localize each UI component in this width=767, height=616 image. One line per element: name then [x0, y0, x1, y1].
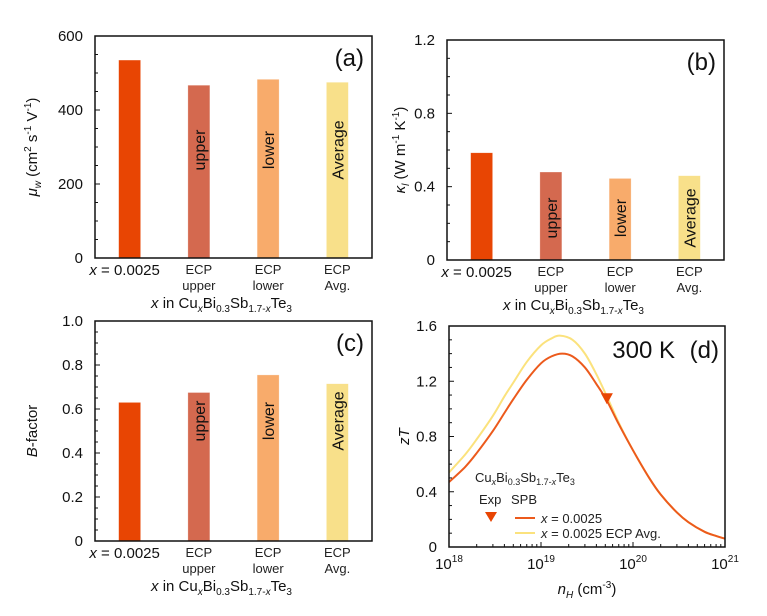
bar-text-3: Average — [330, 391, 347, 450]
category-label-2-line-1: lower — [253, 561, 285, 576]
y-tick-label: 0.4 — [416, 484, 437, 501]
category-label-1-line-0: ECP — [186, 545, 213, 560]
y-axis-title: μw (cm2 s-1 V-1) — [23, 98, 44, 198]
category-label-3-line-0: ECP — [324, 545, 351, 560]
category-label-1-line-1: upper — [534, 280, 568, 295]
legend-col-exp: Exp — [479, 492, 501, 507]
bar-text-1: upper — [192, 400, 209, 442]
panel-c: x = 0.0025upperECPupperlowerECPlowerAver… — [24, 313, 373, 598]
x-tick-label: 1018 — [435, 554, 463, 573]
y-tick-label: 1.6 — [416, 318, 437, 335]
category-label-3-line-1: Avg. — [324, 278, 350, 293]
bar-0 — [118, 402, 141, 542]
category-label-2-line-0: ECP — [607, 264, 634, 279]
category-label-0: x = 0.0025 — [88, 262, 159, 279]
x-axis-title: nH (cm-3) — [558, 580, 617, 601]
panel-d: 0 0.4 0.8 1.2 1.6 1018 1019 1020 1021 300 K (d) nH … — [396, 318, 739, 601]
y-axis-title: zT — [396, 426, 413, 446]
category-label-1-line-1: upper — [182, 278, 216, 293]
category-label-2-line-1: lower — [253, 278, 285, 293]
y-tick-label: 600 — [58, 28, 83, 45]
bar-text-3: Average — [330, 120, 347, 179]
bar-text-1: upper — [192, 129, 209, 171]
bar-text-1: upper — [544, 197, 561, 239]
x-axis-title: x in CuxBi0.3Sb1.7-xTe3 — [502, 297, 644, 317]
temperature-annotation: 300 K — [612, 337, 675, 364]
y-tick-label: 400 — [58, 102, 83, 119]
panel-a: x = 0.0025upperECPupperlowerECPlowerAver… — [23, 28, 373, 315]
y-tick-label: 0.6 — [62, 401, 83, 418]
category-label-2-line-0: ECP — [255, 545, 282, 560]
y-tick-label: 1.0 — [62, 313, 83, 330]
series-line-0 — [449, 352, 725, 540]
panel-label: (a) — [335, 45, 364, 72]
bar-text-2: lower — [261, 401, 278, 440]
bar-text-2: lower — [261, 130, 278, 169]
category-label-1-line-1: upper — [182, 561, 216, 576]
panel-b: x = 0.0025upperECPupperlowerECPlowerAver… — [391, 32, 725, 317]
data-point-triangle-0 — [600, 393, 613, 405]
y-tick-label: 0 — [75, 250, 83, 267]
legend-title: CuxBi0.3Sb1.7-xTe3 — [475, 470, 575, 487]
bar-0 — [118, 59, 141, 259]
category-label-3-line-0: ECP — [676, 264, 703, 279]
y-tick-label: 0.4 — [62, 445, 83, 462]
bar-2 — [256, 374, 280, 542]
category-label-3-line-0: ECP — [324, 262, 351, 277]
x-axis-title: x in CuxBi0.3Sb1.7-xTe3 — [150, 578, 292, 598]
bar-text-2: lower — [613, 198, 630, 237]
y-tick-label: 200 — [58, 176, 83, 193]
y-axis-title: B-factor — [24, 405, 41, 458]
category-label-1-line-0: ECP — [186, 262, 213, 277]
category-label-3-line-1: Avg. — [324, 561, 350, 576]
legend-entry-0: x = 0.0025 — [540, 511, 602, 526]
y-axis-title: κl (W m-1 K-1) — [391, 107, 412, 194]
bar-1 — [187, 84, 211, 259]
y-tick-label: 0.8 — [62, 357, 83, 374]
legend-col-spb: SPB — [511, 492, 537, 507]
legend-triangle-marker — [485, 512, 497, 522]
x-tick-label: 1020 — [619, 554, 647, 573]
x-tick-label: 1021 — [711, 554, 739, 573]
y-tick-label: 0.2 — [62, 489, 83, 506]
x-axis-title: x in CuxBi0.3Sb1.7-xTe3 — [150, 295, 292, 315]
y-tick-label: 0 — [429, 539, 437, 556]
y-tick-label: 0.8 — [414, 105, 435, 122]
category-label-1-line-0: ECP — [538, 264, 565, 279]
series-line-1 — [449, 334, 725, 540]
y-tick-label: 0 — [427, 252, 435, 269]
panel-label: (c) — [336, 330, 364, 357]
y-tick-label: 1.2 — [416, 373, 437, 390]
y-tick-label: 0.8 — [416, 429, 437, 446]
y-tick-label: 0 — [75, 533, 83, 550]
category-label-3-line-1: Avg. — [676, 280, 702, 295]
y-tick-label: 0.4 — [414, 179, 435, 196]
category-label-2-line-0: ECP — [255, 262, 282, 277]
category-label-2-line-1: lower — [605, 280, 637, 295]
y-tick-label: 1.2 — [414, 32, 435, 49]
panel-label: (d) — [690, 337, 719, 364]
x-tick-label: 1019 — [527, 554, 555, 573]
panel-label: (b) — [687, 49, 716, 76]
category-label-0: x = 0.0025 — [88, 545, 159, 562]
bar-0 — [470, 152, 493, 261]
category-label-0: x = 0.0025 — [440, 264, 511, 281]
bar-text-3: Average — [682, 188, 699, 247]
legend-entry-1: x = 0.0025 ECP Avg. — [540, 526, 661, 541]
